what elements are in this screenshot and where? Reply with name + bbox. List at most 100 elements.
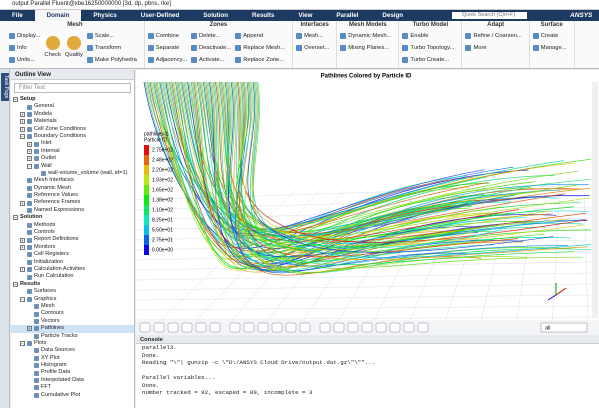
tree-row[interactable]: − Boundary Conditions: [11, 133, 134, 140]
ribbon-button[interactable]: Create: [532, 30, 567, 42]
tree-row[interactable]: − Solution: [11, 214, 134, 221]
ribbon-button[interactable]: Check: [44, 30, 61, 64]
ribbon-button[interactable]: Info: [9, 42, 40, 54]
ribbon-button[interactable]: More: [465, 42, 521, 54]
ribbon-button[interactable]: Adjacency...: [147, 54, 187, 66]
ribbon-button[interactable]: Separate: [147, 42, 187, 54]
tree-row[interactable]: − Plots: [11, 340, 134, 347]
tree-row[interactable]: − Results: [11, 281, 134, 288]
tree-row[interactable]: + Materials: [11, 118, 134, 125]
tree-row[interactable]: Contours: [11, 310, 134, 317]
ribbon-button[interactable]: Mixing Planes...: [340, 42, 391, 54]
task-page-tab[interactable]: Task Page: [1, 73, 9, 101]
ribbon-tab[interactable]: Domain: [34, 10, 82, 21]
ribbon-tab[interactable]: Design: [382, 12, 404, 19]
tree-row[interactable]: General: [11, 103, 134, 110]
tree-row[interactable]: XY Plot: [11, 355, 134, 362]
ribbon-button[interactable]: Units...: [9, 54, 40, 66]
ribbon-tab[interactable]: Results: [252, 12, 275, 19]
tree-row[interactable]: Mesh: [11, 303, 134, 310]
tree-row[interactable]: Mesh Interfaces: [11, 177, 134, 184]
view-dropdown[interactable]: [540, 322, 588, 333]
tree-row[interactable]: FFT: [11, 384, 134, 391]
tree-row[interactable]: + Calculation Activities: [11, 266, 134, 273]
tree-row[interactable]: Reference Values: [11, 192, 134, 199]
toolbar-button[interactable]: [403, 322, 415, 333]
toolbar-button[interactable]: [299, 322, 311, 333]
tree-row[interactable]: Profile Data: [11, 369, 134, 376]
toolbar-button[interactable]: [319, 322, 331, 333]
tree-row[interactable]: + Reference Frames: [11, 199, 134, 206]
tree-row[interactable]: Dynamic Mesh: [11, 185, 134, 192]
ribbon-button[interactable]: Activate...: [190, 54, 231, 66]
ribbon-button[interactable]: Append: [235, 30, 285, 42]
ribbon-tab[interactable]: Parallel: [336, 12, 359, 19]
ribbon-button[interactable]: Turbo Topology...: [402, 42, 454, 54]
toolbar-button[interactable]: [347, 322, 359, 333]
tree-row[interactable]: − Wall: [11, 163, 134, 170]
tree-row[interactable]: Initialization: [11, 259, 134, 266]
ribbon-button[interactable]: Replace Zone...: [235, 54, 285, 66]
tree-row[interactable]: Cell Registers: [11, 251, 134, 258]
toolbar-button[interactable]: [257, 322, 269, 333]
ribbon-button[interactable]: Replace Mesh...: [235, 42, 285, 54]
ribbon-button[interactable]: Enable: [402, 30, 454, 42]
ribbon-button[interactable]: Quality: [65, 30, 83, 64]
tree-row[interactable]: Run Calculation: [11, 273, 134, 280]
tree-row[interactable]: Surfaces: [11, 288, 134, 295]
tree-row[interactable]: − Setup: [11, 96, 134, 103]
ribbon-tab[interactable]: View: [298, 12, 313, 19]
tree-row[interactable]: + Models: [11, 111, 134, 118]
toolbar-button[interactable]: [417, 322, 429, 333]
toolbar-button[interactable]: [167, 322, 179, 333]
ribbon-tab[interactable]: File: [12, 12, 23, 19]
tree-row[interactable]: + Cell Zone Conditions: [11, 126, 134, 133]
toolbar-button[interactable]: [285, 322, 297, 333]
tree-row[interactable]: + Inlet: [11, 140, 134, 147]
tree-row[interactable]: Controls: [11, 229, 134, 236]
ribbon-button[interactable]: Display...: [9, 30, 40, 42]
tree-row[interactable]: Particle Tracks: [11, 333, 134, 340]
ribbon-button[interactable]: Combine: [147, 30, 187, 42]
toolbar-button[interactable]: [153, 322, 165, 333]
tree-row[interactable]: Cumulative Plot: [11, 392, 134, 399]
tree-row[interactable]: + Outlet: [11, 155, 134, 162]
toolbar-button[interactable]: [195, 322, 207, 333]
filter-input[interactable]: Filter Text: [14, 83, 131, 93]
toolbar-button[interactable]: [361, 322, 373, 333]
ribbon-button[interactable]: Transform: [86, 42, 137, 54]
toolbar-button[interactable]: [375, 322, 387, 333]
quick-search[interactable]: Quick Search (Ctrl+F): [452, 12, 527, 19]
tree-row[interactable]: + Monitors: [11, 244, 134, 251]
ribbon-button[interactable]: Dynamic Mesh...: [340, 30, 391, 42]
tree-row[interactable]: Interpolated Data: [11, 377, 134, 384]
toolbar-button[interactable]: [389, 322, 401, 333]
tree-row[interactable]: wall-volume_volume (wall, id=1): [11, 170, 134, 177]
toolbar-button[interactable]: [209, 322, 221, 333]
ribbon-button[interactable]: Refine / Coarsen...: [465, 30, 522, 42]
tree-row[interactable]: + Report Definitions: [11, 236, 134, 243]
ribbon-button[interactable]: Turbo Create...: [402, 54, 454, 66]
ribbon-button[interactable]: Scale...: [86, 30, 137, 42]
tree-row[interactable]: + Pathlines: [11, 325, 134, 333]
tree-row[interactable]: Methods: [11, 222, 134, 229]
tree-row[interactable]: − Graphics: [11, 296, 134, 303]
tree-row[interactable]: Named Expressions: [11, 207, 134, 214]
ribbon-button[interactable]: Make Polyhedra: [86, 54, 137, 66]
ribbon-button[interactable]: Delete...: [190, 30, 231, 42]
ribbon-button[interactable]: Mesh...: [296, 30, 329, 42]
ribbon-button[interactable]: Deactivate...: [190, 42, 231, 54]
toolbar-button[interactable]: [333, 322, 345, 333]
ribbon-button[interactable]: Manage...: [532, 42, 567, 54]
ribbon-button[interactable]: Overset...: [296, 42, 329, 54]
toolbar-button[interactable]: [243, 322, 255, 333]
toolbar-button[interactable]: [271, 322, 283, 333]
tree-row[interactable]: + Internal: [11, 148, 134, 155]
ribbon-tab[interactable]: Solution: [203, 12, 229, 19]
ribbon-tab[interactable]: User-Defined: [140, 12, 180, 19]
toolbar-button[interactable]: [229, 322, 241, 333]
toolbar-button[interactable]: [181, 322, 193, 333]
ribbon-tab[interactable]: Physics: [93, 12, 117, 19]
tree-row[interactable]: Vectors: [11, 318, 134, 325]
tree-row[interactable]: Data Sources: [11, 347, 134, 354]
